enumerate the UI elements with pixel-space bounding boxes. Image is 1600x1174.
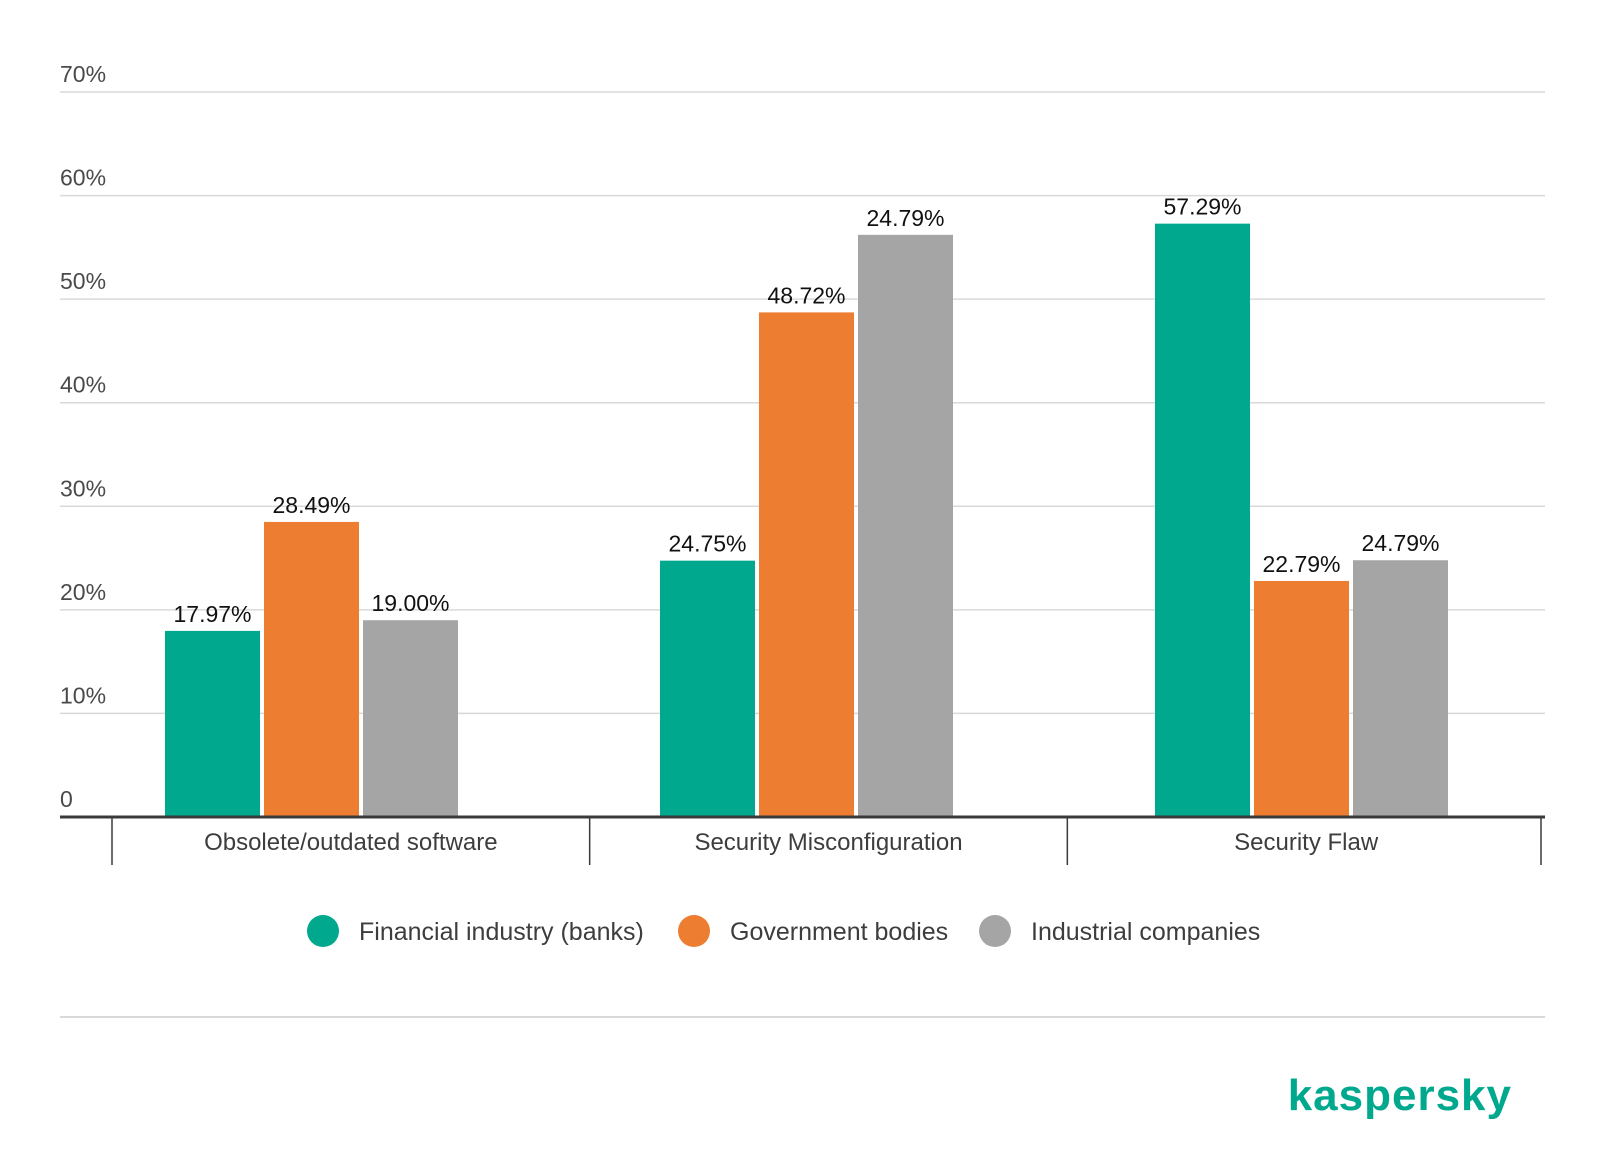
legend: Financial industry (banks) Government bod… [307, 915, 1260, 947]
bar [165, 630, 260, 817]
category-labels: Obsolete/outdated software Security Misco… [204, 829, 1379, 856]
y-tick-label: 60% [60, 165, 106, 191]
y-tick-label: 40% [60, 372, 106, 398]
data-label: 24.79% [1361, 530, 1439, 556]
x-axis [60, 815, 1545, 865]
y-axis-tick-labels: 0 10% 20% 30% 40% 50% 60% 70% [60, 61, 106, 812]
data-label: 19.00% [371, 590, 449, 616]
data-label: 24.79% [866, 205, 944, 231]
data-label: 17.97% [173, 601, 251, 627]
y-tick-label: 30% [60, 475, 106, 501]
bar [759, 312, 854, 817]
y-tick-label: 20% [60, 579, 106, 605]
category-label: Security Flaw [1234, 829, 1379, 856]
category-label: Obsolete/outdated software [204, 829, 498, 856]
legend-swatch [678, 915, 710, 947]
bar [1353, 560, 1448, 817]
legend-swatch [307, 915, 339, 947]
data-label: 22.79% [1262, 551, 1340, 577]
legend-label: Industrial companies [1031, 918, 1260, 946]
bar [363, 620, 458, 817]
data-label: 57.29% [1163, 194, 1241, 220]
category-label: Security Misconfiguration [694, 829, 962, 856]
bar [264, 521, 359, 817]
data-label: 24.75% [668, 531, 746, 557]
bar [1155, 223, 1250, 817]
y-tick-label: 0 [60, 786, 73, 812]
y-tick-label: 10% [60, 682, 106, 708]
legend-label: Financial industry (banks) [359, 918, 644, 946]
bars [165, 223, 1448, 817]
data-labels: 17.97% 28.49% 19.00% 24.75% 48.72% 24.79% 57.2… [173, 194, 1439, 627]
data-label: 28.49% [272, 492, 350, 518]
legend-label: Government bodies [730, 918, 948, 946]
data-label: 48.72% [767, 282, 845, 308]
y-tick-label: 70% [60, 61, 106, 87]
legend-swatch [979, 915, 1011, 947]
brand-logo: kaspersky [1288, 1071, 1512, 1120]
y-tick-label: 50% [60, 268, 106, 294]
bar [858, 234, 953, 817]
bar [1254, 580, 1349, 817]
bar [660, 560, 755, 817]
